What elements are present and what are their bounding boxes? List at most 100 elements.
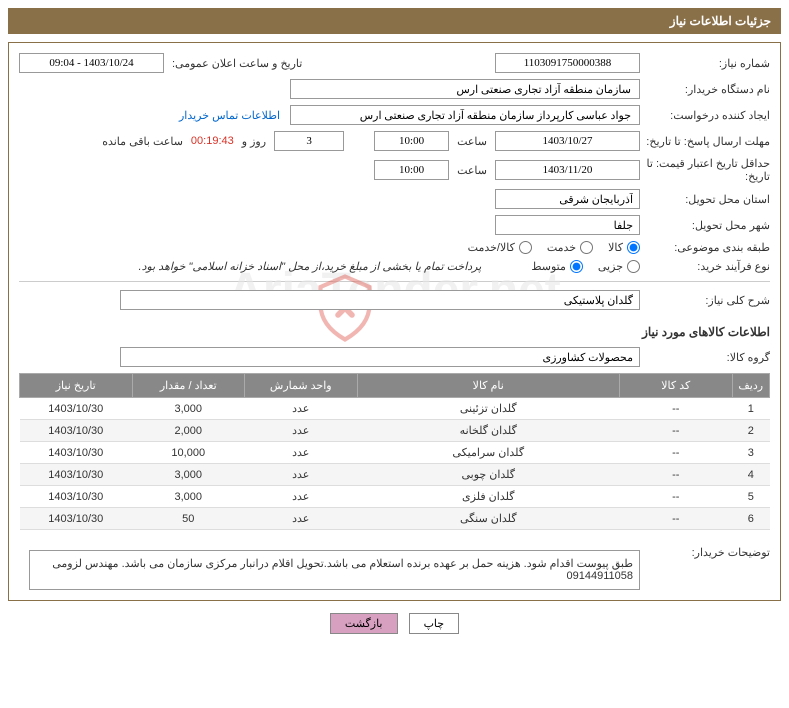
table-cell: -- [620, 508, 733, 530]
label-city: شهر محل تحویل: [640, 219, 770, 232]
label-goods-group: گروه کالا: [640, 351, 770, 364]
countdown-time: 00:19:43 [191, 135, 234, 147]
radio-input[interactable] [627, 241, 640, 254]
table-cell: گلدان سنگی [357, 508, 620, 530]
table-cell: 3 [732, 442, 770, 464]
label-buyer-notes: توضیحات خریدار: [640, 540, 770, 559]
table-header-cell: واحد شمارش [245, 374, 358, 398]
label-buyer-org: نام دستگاه خریدار: [640, 83, 770, 96]
table-cell: 3,000 [132, 486, 245, 508]
radio-label-text: کالا [608, 241, 623, 254]
input-request-number[interactable] [495, 53, 640, 73]
radio-input[interactable] [519, 241, 532, 254]
table-cell: 1403/10/30 [20, 486, 133, 508]
radio-input[interactable] [627, 260, 640, 273]
table-cell: 50 [132, 508, 245, 530]
radio-option-category[interactable]: کالا [608, 241, 640, 254]
input-deadline-time[interactable] [374, 131, 449, 151]
label-requester: ایجاد کننده درخواست: [640, 109, 770, 122]
radio-label-text: کالا/خدمت [468, 241, 515, 254]
table-header-cell: تعداد / مقدار [132, 374, 245, 398]
table-cell: 3,000 [132, 398, 245, 420]
radio-label-text: خدمت [547, 241, 576, 254]
radio-label-text: جزیی [598, 260, 623, 273]
radio-option-category[interactable]: خدمت [547, 241, 593, 254]
input-deadline-date[interactable] [495, 131, 640, 151]
table-cell: -- [620, 442, 733, 464]
table-cell: عدد [245, 464, 358, 486]
input-public-date[interactable] [19, 53, 164, 73]
table-cell: 1403/10/30 [20, 442, 133, 464]
table-row: 4--گلدان چوبیعدد3,0001403/10/30 [20, 464, 770, 486]
table-cell: 3,000 [132, 464, 245, 486]
table-cell: 1403/10/30 [20, 464, 133, 486]
table-cell: -- [620, 464, 733, 486]
table-cell: 2,000 [132, 420, 245, 442]
table-cell: 10,000 [132, 442, 245, 464]
table-cell: -- [620, 486, 733, 508]
buyer-notes-box: طبق پیوست اقدام شود. هزینه حمل بر عهده ب… [29, 550, 640, 590]
table-cell: گلدان گلخانه [357, 420, 620, 442]
table-row: 2--گلدان گلخانهعدد2,0001403/10/30 [20, 420, 770, 442]
input-city[interactable] [495, 215, 640, 235]
input-countdown-days[interactable] [274, 131, 344, 151]
table-row: 6--گلدان سنگیعدد501403/10/30 [20, 508, 770, 530]
table-body: 1--گلدان تزئینیعدد3,0001403/10/302--گلدا… [20, 398, 770, 530]
content-panel: AriaTender.net شماره نیاز: تاریخ و ساعت … [8, 42, 781, 601]
table-cell: 4 [732, 464, 770, 486]
table-cell: 6 [732, 508, 770, 530]
section-title-goods: اطلاعات کالاهای مورد نیاز [19, 325, 770, 339]
table-cell: گلدان فلزی [357, 486, 620, 508]
label-countdown-days: روز و [234, 135, 274, 148]
table-cell: 1403/10/30 [20, 508, 133, 530]
separator [19, 281, 770, 282]
radio-option-category[interactable]: کالا/خدمت [468, 241, 532, 254]
radio-group-category: کالا خدمت کالا/خدمت [468, 241, 640, 254]
label-general-desc: شرح کلی نیاز: [640, 294, 770, 307]
table-cell: عدد [245, 508, 358, 530]
table-cell: عدد [245, 398, 358, 420]
goods-table: ردیفکد کالانام کالاواحد شمارشتعداد / مقد… [19, 373, 770, 530]
table-header-row: ردیفکد کالانام کالاواحد شمارشتعداد / مقد… [20, 374, 770, 398]
link-contact-buyer[interactable]: اطلاعات تماس خریدار [179, 109, 280, 122]
input-goods-group[interactable] [120, 347, 640, 367]
radio-input[interactable] [570, 260, 583, 273]
input-general-desc[interactable] [120, 290, 640, 310]
input-validity-time[interactable] [374, 160, 449, 180]
table-row: 3--گلدان سرامیکیعدد10,0001403/10/30 [20, 442, 770, 464]
table-cell: -- [620, 398, 733, 420]
input-validity-date[interactable] [495, 160, 640, 180]
label-deadline: مهلت ارسال پاسخ: تا تاریخ: [640, 135, 770, 148]
table-cell: 1403/10/30 [20, 420, 133, 442]
purchase-type-note: پرداخت تمام یا بخشی از مبلغ خرید،از محل … [139, 260, 482, 273]
table-header-cell: نام کالا [357, 374, 620, 398]
table-cell: 2 [732, 420, 770, 442]
radio-group-purchase-type: جزیی متوسط [531, 260, 640, 273]
print-button[interactable]: چاپ [409, 613, 460, 634]
table-cell: عدد [245, 420, 358, 442]
table-row: 5--گلدان فلزیعدد3,0001403/10/30 [20, 486, 770, 508]
panel-header: جزئیات اطلاعات نیاز [8, 8, 781, 34]
table-header-cell: کد کالا [620, 374, 733, 398]
label-countdown-remain: ساعت باقی مانده [94, 135, 191, 148]
label-purchase-type: نوع فرآیند خرید: [640, 260, 770, 273]
table-cell: 1403/10/30 [20, 398, 133, 420]
table-cell: گلدان تزئینی [357, 398, 620, 420]
radio-option-purchase-type[interactable]: جزیی [598, 260, 640, 273]
input-province[interactable] [495, 189, 640, 209]
label-request-number: شماره نیاز: [640, 57, 770, 70]
table-row: 1--گلدان تزئینیعدد3,0001403/10/30 [20, 398, 770, 420]
table-cell: 5 [732, 486, 770, 508]
radio-label-text: متوسط [531, 260, 566, 273]
button-row: چاپ بازگشت [8, 613, 781, 634]
label-validity: حداقل تاریخ اعتبار قیمت: تا تاریخ: [640, 157, 770, 183]
table-cell: گلدان چوبی [357, 464, 620, 486]
panel-title: جزئیات اطلاعات نیاز [670, 14, 771, 28]
radio-option-purchase-type[interactable]: متوسط [531, 260, 583, 273]
back-button[interactable]: بازگشت [330, 613, 398, 634]
input-buyer-org[interactable] [290, 79, 640, 99]
radio-input[interactable] [580, 241, 593, 254]
table-cell: گلدان سرامیکی [357, 442, 620, 464]
table-cell: عدد [245, 486, 358, 508]
input-requester[interactable] [290, 105, 640, 125]
